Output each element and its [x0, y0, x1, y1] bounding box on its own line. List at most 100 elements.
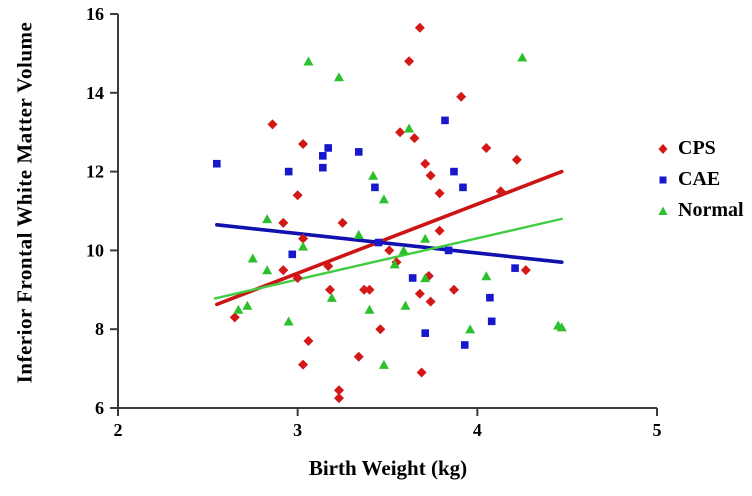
- cps-point: [278, 265, 289, 276]
- normal-point: [420, 273, 431, 283]
- cae-point: [444, 246, 453, 255]
- cae-point: [354, 148, 363, 156]
- normal-trend-line: [213, 217, 563, 300]
- diamond-icon: [658, 143, 668, 154]
- normal-point: [400, 300, 411, 310]
- axes: [117, 14, 657, 409]
- cps-point: [495, 186, 506, 197]
- x-axis-title: Birth Weight (kg): [308, 456, 468, 480]
- y-tick-label: 6: [95, 398, 104, 418]
- legend: CPS CAE Normal: [656, 133, 744, 226]
- cps-point: [420, 158, 431, 169]
- cps-point: [520, 265, 531, 276]
- legend-label: CPS: [678, 137, 716, 159]
- cps-point: [323, 261, 334, 272]
- square-icon: [659, 176, 667, 183]
- normal-point: [517, 52, 528, 62]
- legend-item-cps: CPS: [656, 133, 744, 164]
- cae-point: [459, 183, 467, 192]
- cps-point: [375, 324, 386, 335]
- cae-point: [319, 152, 327, 160]
- y-tick-label: 10: [86, 240, 104, 260]
- legend-item-cae: CAE: [656, 164, 744, 195]
- normal-point: [247, 253, 258, 263]
- cps-point: [229, 312, 240, 323]
- cps-point: [364, 284, 375, 295]
- cps-point: [325, 284, 336, 295]
- cae-point: [408, 274, 417, 282]
- legend-label: CAE: [678, 168, 721, 190]
- cps-point: [425, 170, 436, 181]
- normal-point: [233, 304, 244, 314]
- normal-point: [465, 324, 476, 334]
- cps-point: [267, 119, 278, 130]
- x-tick-label: 5: [653, 420, 662, 440]
- cps-point: [298, 233, 309, 244]
- cps-point: [416, 367, 427, 378]
- normal-point: [404, 123, 415, 133]
- cps-point: [511, 154, 522, 165]
- normal-point: [398, 245, 409, 255]
- cps-trend-line: [215, 169, 564, 307]
- cae-trend-line: [215, 222, 564, 265]
- cps-point: [298, 139, 309, 150]
- normal-point: [389, 259, 400, 269]
- legend-label: Normal: [678, 199, 744, 221]
- cps-point: [448, 284, 459, 295]
- normal-point: [283, 316, 294, 326]
- x-tick-label: 3: [293, 420, 302, 440]
- cae-point: [324, 144, 333, 152]
- normal-point: [364, 304, 375, 314]
- y-tick-label: 14: [86, 83, 104, 103]
- cps-point: [292, 272, 303, 283]
- y-tick-label: 8: [95, 319, 104, 339]
- cps-point: [359, 284, 370, 295]
- cps-point: [298, 359, 309, 370]
- cps-point: [303, 336, 314, 347]
- cps-point: [278, 217, 289, 228]
- cps-point: [414, 22, 425, 33]
- cps-point: [337, 217, 348, 228]
- normal-point: [556, 322, 567, 332]
- normal-point: [368, 170, 379, 180]
- cae-point: [288, 250, 297, 259]
- cps-point: [384, 245, 395, 256]
- cae-point: [421, 329, 430, 337]
- normal-point: [481, 271, 492, 281]
- cps-point: [409, 133, 420, 144]
- cps-point: [456, 91, 467, 102]
- cps-point: [404, 56, 415, 67]
- cae-point: [374, 238, 383, 247]
- cps-point: [333, 385, 344, 396]
- cps-point: [434, 188, 445, 199]
- normal-point: [326, 292, 337, 302]
- cae-point: [371, 183, 379, 192]
- normal-point: [378, 194, 389, 204]
- cae-point: [450, 167, 458, 176]
- cps-point: [425, 296, 436, 307]
- cae-point: [213, 159, 221, 168]
- y-axis-title: Inferior Frontal White Matter Volume: [12, 21, 37, 384]
- cps-point: [353, 351, 364, 362]
- cae-point: [511, 264, 519, 272]
- triangle-icon: [658, 206, 668, 215]
- cps-point: [481, 142, 492, 153]
- cps-point: [414, 288, 425, 299]
- legend-item-normal: Normal: [656, 195, 744, 226]
- cps-point: [292, 190, 303, 201]
- x-tick-label: 2: [114, 420, 123, 440]
- y-tick-label: 16: [86, 4, 104, 24]
- cps-point: [333, 393, 344, 404]
- cae-point: [441, 116, 449, 125]
- cae-point: [284, 167, 293, 176]
- y-tick-label: 12: [86, 162, 104, 182]
- x-tick-label: 4: [473, 420, 482, 440]
- normal-point: [262, 265, 273, 275]
- cae-point: [319, 163, 327, 172]
- normal-point: [333, 72, 344, 82]
- normal-point: [353, 229, 364, 239]
- normal-point: [298, 241, 309, 251]
- cae-point: [486, 293, 494, 302]
